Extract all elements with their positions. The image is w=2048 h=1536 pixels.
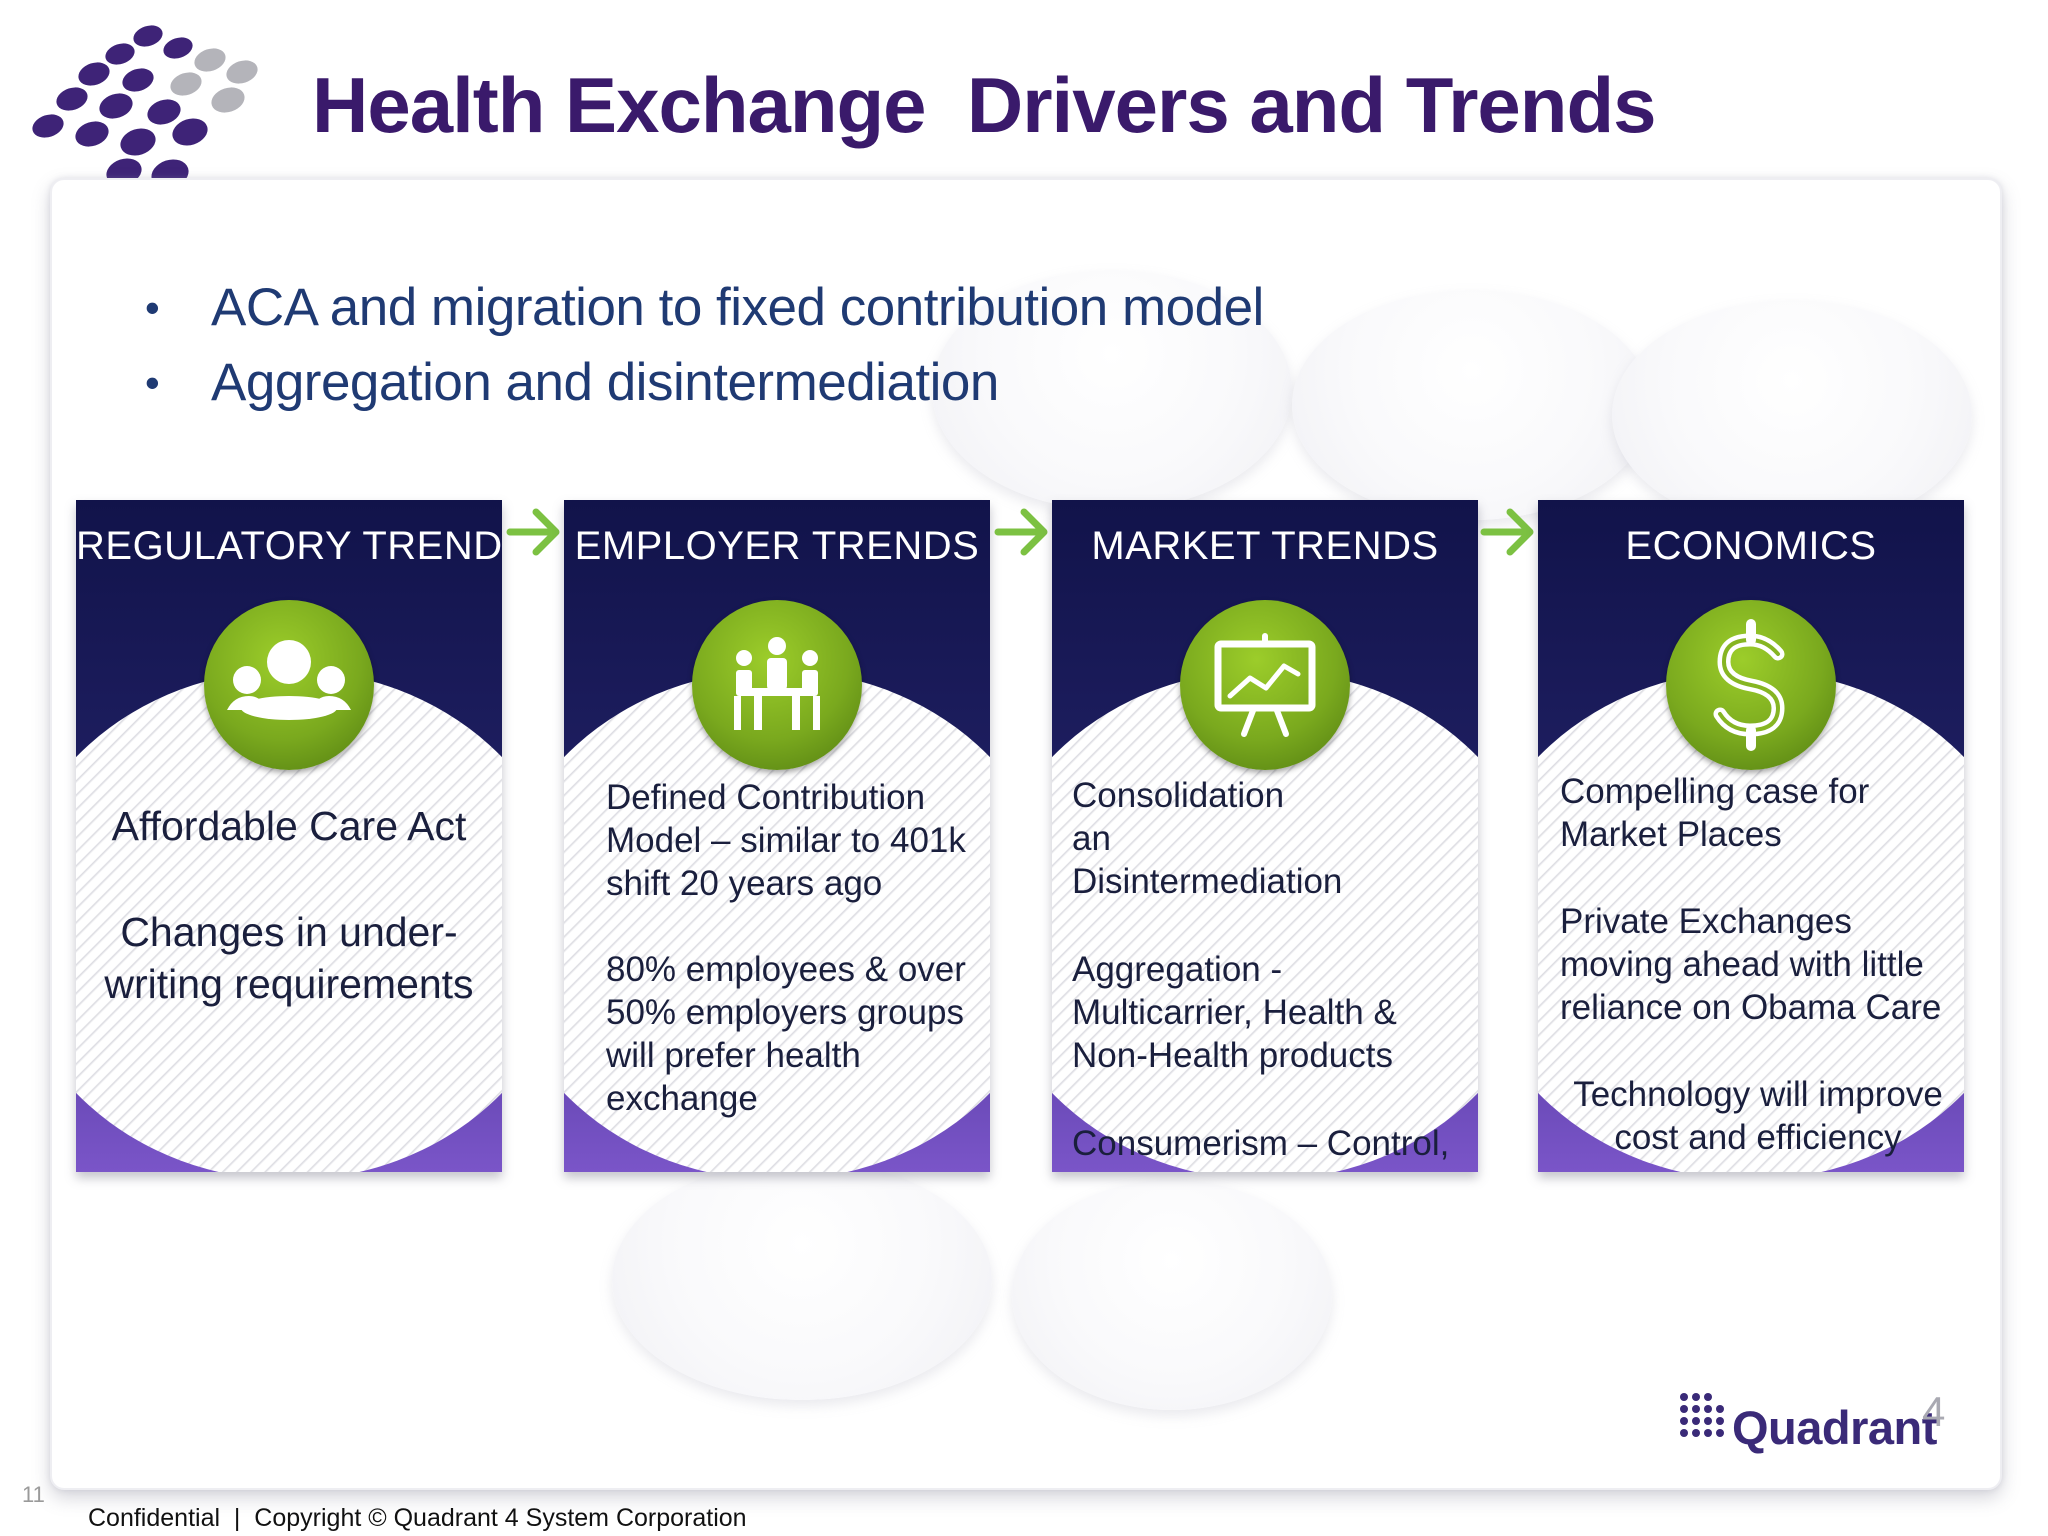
background-disc <box>1292 290 1652 520</box>
card-paragraph: Defined Contribution Model – similar to … <box>606 778 966 903</box>
bullet-list: • ACA and migration to fixed contributio… <box>145 270 1264 420</box>
card-body: Compelling case for Market Places Privat… <box>1560 770 1956 1159</box>
card-paragraph: Consumerism – Control, Freedom and Flexi… <box>1072 1124 1450 1172</box>
card-title: ECONOMICS <box>1625 524 1877 568</box>
background-disc <box>932 270 1292 510</box>
slide-title: Health Exchange Drivers and Trends <box>312 61 1656 149</box>
arrow-right-icon <box>1480 508 1534 556</box>
brand-dots-logo <box>32 25 258 189</box>
arrow-right-icon <box>994 508 1048 556</box>
card-title: MARKET TRENDS <box>1091 524 1439 568</box>
card-paragraph: Affordable Care Act <box>111 803 467 849</box>
card-title: REGULATORY TRENDS <box>76 524 502 568</box>
presentation-board-icon <box>1180 600 1350 770</box>
card-paragraph: 80% employees & over 50% employers group… <box>606 950 966 1118</box>
card-paragraph: Consolidation an Disintermediation <box>1072 776 1343 901</box>
card-body: Affordable Care Act Changes in under-wri… <box>96 800 482 1010</box>
bullet-text: Aggregation and disintermediation <box>211 353 999 412</box>
background-disc <box>1612 300 1972 530</box>
bullet-marker: • <box>145 284 160 331</box>
bullet-item: • Aggregation and disintermediation <box>145 345 1264 420</box>
card-economics: ECONOMICS Compelling case for Market Pla… <box>1538 500 1964 1172</box>
bullet-item: • ACA and migration to fixed contributio… <box>145 270 1264 345</box>
dollar-sign-icon <box>1666 600 1836 770</box>
background-disc <box>612 1160 992 1400</box>
card-body: Defined Contribution Model – similar to … <box>606 776 976 1120</box>
card-paragraph: Compelling case for Market Places <box>1560 772 1870 854</box>
brand-superscript: 4 <box>1922 1388 1946 1435</box>
card-market-trends: MARKET TRENDS Consolidation an Disinterm… <box>1052 500 1478 1172</box>
card-paragraph: Aggregation - Multicarrier, Health & Non… <box>1072 950 1397 1075</box>
background-disc <box>1012 1180 1332 1410</box>
card-paragraph: Private Exchanges moving ahead with litt… <box>1560 902 1942 1027</box>
card-employer-trends: EMPLOYER TRENDS Defined Contribution Mod… <box>564 500 990 1172</box>
arrow-right-icon <box>506 508 560 556</box>
slide-number: 11 <box>22 1482 45 1507</box>
quadrant4-logo-icon <box>1680 1393 1724 1437</box>
card-paragraph: Technology will improve cost and efficie… <box>1573 1075 1943 1157</box>
card-body: Consolidation an Disintermediation Aggre… <box>1072 774 1472 1172</box>
people-at-table-icon <box>692 600 862 770</box>
card-title: EMPLOYER TRENDS <box>574 524 980 568</box>
group-meeting-icon <box>204 600 374 770</box>
bullet-marker: • <box>145 359 160 406</box>
card-regulatory-trends: REGULATORY TRENDS Affordable Care Act Ch… <box>76 500 502 1172</box>
brand-name: Quadrant <box>1732 1401 1937 1454</box>
footer-copyright: Confidential | Copyright © Quadrant 4 Sy… <box>88 1504 747 1532</box>
card-paragraph: Changes in under-writing requirements <box>104 909 474 1007</box>
bullet-text: ACA and migration to fixed contribution … <box>211 278 1264 337</box>
